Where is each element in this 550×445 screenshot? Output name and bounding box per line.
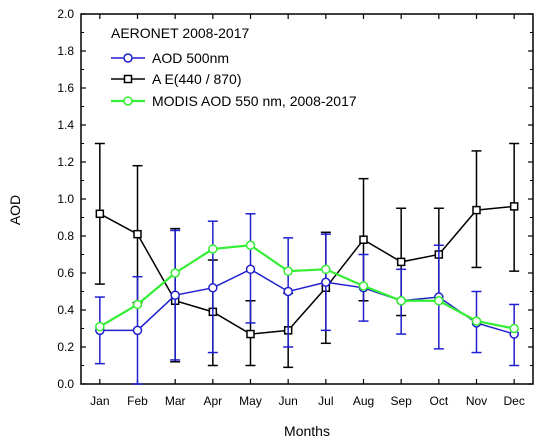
- data-point: [396, 296, 406, 306]
- data-point: [471, 316, 482, 326]
- data-point: [246, 329, 255, 339]
- legend-label: MODIS AOD 550 nm, 2008-2017: [152, 93, 357, 109]
- y-tick-label: 2.0: [57, 7, 74, 21]
- legend-marker: [123, 96, 133, 106]
- x-tick-label: Dec: [503, 394, 524, 408]
- x-tick-label: Mar: [165, 394, 186, 408]
- plot-frame: [80, 13, 534, 385]
- x-tick-label: Oct: [429, 394, 448, 408]
- data-point: [509, 202, 519, 211]
- y-tick-label: 0.8: [57, 229, 74, 243]
- y-tick-label: 1.8: [57, 44, 74, 58]
- series-2: [95, 240, 519, 334]
- data-point: [133, 229, 142, 239]
- data-point: [245, 264, 256, 275]
- x-tick-label: Aug: [353, 394, 374, 408]
- legend-marker: [123, 53, 133, 63]
- data-point: [472, 205, 481, 215]
- data-point: [132, 299, 143, 310]
- y-tick-label: 0.6: [57, 266, 74, 280]
- x-axis-title: Months: [284, 423, 330, 439]
- data-point: [170, 290, 180, 300]
- data-point: [95, 209, 105, 219]
- x-tick-label: May: [239, 394, 262, 408]
- y-tick-label: 0.2: [57, 340, 74, 354]
- y-axis: 0.0 0.2 0.4 0.6 0.8 1.0 1.2 1.4 1.6 1.8 2.0: [57, 7, 533, 391]
- x-tick-label: Jun: [278, 394, 297, 408]
- y-tick-label: 0.0: [57, 377, 74, 391]
- legend: AERONET 2008-2017 AOD 500nm A E(440 / 870…: [111, 25, 357, 109]
- series-0: [94, 213, 520, 385]
- data-point: [245, 240, 256, 250]
- x-axis: Jan Feb Mar Apr May Jun Jul Aug Sep Oct Nov Dec: [90, 14, 525, 408]
- data-point: [321, 264, 331, 275]
- data-point: [396, 257, 406, 267]
- x-tick-label: Jul: [318, 394, 333, 408]
- data-point: [434, 296, 444, 306]
- x-tick-label: Jan: [90, 394, 109, 408]
- data-point: [321, 277, 331, 287]
- data-point: [509, 323, 519, 334]
- data-point: [95, 321, 105, 332]
- y-tick-label: 0.4: [57, 303, 74, 317]
- legend-title: AERONET 2008-2017: [111, 25, 249, 41]
- data-point: [208, 283, 218, 293]
- data-point: [132, 325, 143, 336]
- data-point: [283, 266, 293, 276]
- data-point: [358, 281, 369, 291]
- data-point: [359, 235, 368, 244]
- series-1: [94, 142, 520, 369]
- plot-area: [80, 13, 534, 385]
- series-line: [99, 268, 515, 335]
- data-point: [283, 286, 293, 297]
- y-tick-label: 1.6: [57, 81, 74, 95]
- y-tick-label: 1.4: [57, 118, 74, 132]
- series-layer: [94, 142, 520, 385]
- y-tick-label: 1.2: [57, 155, 74, 169]
- y-axis-title: AOD: [7, 195, 23, 225]
- series-line: [99, 244, 515, 330]
- series-line: [99, 205, 515, 335]
- legend-label: A E(440 / 870): [152, 71, 242, 87]
- legend-marker: [123, 74, 133, 84]
- x-tick-label: Feb: [127, 394, 148, 408]
- data-point: [170, 268, 180, 278]
- data-point: [208, 244, 218, 254]
- x-tick-label: Sep: [390, 394, 412, 408]
- x-tick-label: Nov: [466, 394, 487, 408]
- y-tick-label: 1.0: [57, 192, 74, 206]
- legend-label: AOD 500nm: [152, 50, 229, 66]
- x-tick-label: Apr: [203, 394, 222, 408]
